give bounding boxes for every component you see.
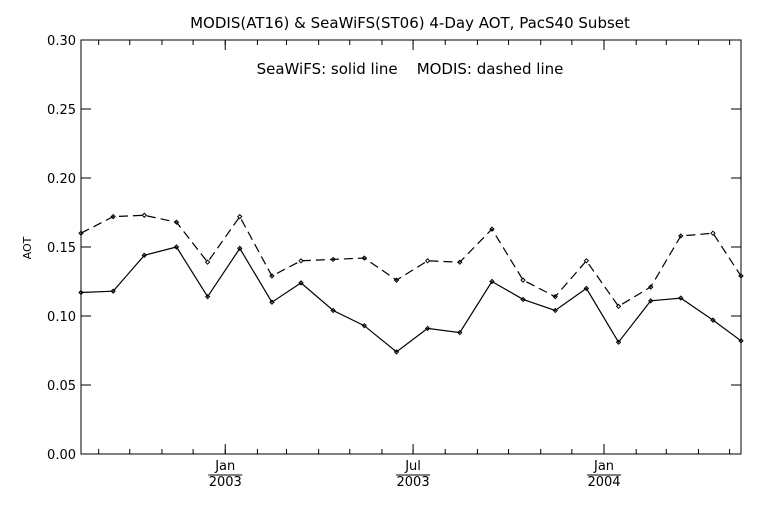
- seawifs-data-point: [615, 339, 622, 345]
- legend-annotation: SeaWiFS: solid line MODIS: dashed line: [257, 60, 564, 78]
- modis-data-point: [330, 256, 336, 263]
- seawifs-data-point: [298, 280, 304, 286]
- modis-data-point: [738, 273, 744, 279]
- y-tick-label: 0.10: [47, 310, 76, 325]
- y-tick-label: 0.20: [47, 172, 76, 187]
- modis-data-point: [173, 219, 180, 225]
- modis-data-point: [361, 255, 368, 261]
- y-tick-label: 0.30: [47, 34, 76, 49]
- modis-data-point: [204, 259, 211, 265]
- modis-data-point: [269, 273, 275, 279]
- x-tick-label-year: 2003: [209, 475, 242, 490]
- seawifs-data-point: [393, 349, 400, 355]
- modis-data-point: [583, 258, 590, 264]
- y-tick-label: 0.25: [47, 103, 76, 118]
- seawifs-data-point: [552, 307, 558, 314]
- chart-title: MODIS(AT16) & SeaWiFS(ST06) 4-Day AOT, P…: [190, 14, 630, 32]
- y-axis-label: AOT: [21, 236, 34, 259]
- seawifs-data-point: [489, 278, 495, 285]
- seawifs-data-point: [457, 329, 463, 336]
- plot-frame: [80, 39, 742, 455]
- seawifs-data-point: [173, 244, 180, 250]
- modis-data-point: [393, 277, 400, 283]
- y-tick-label: 0.15: [47, 241, 76, 256]
- seawifs-data-point: [269, 299, 275, 305]
- x-tick-label-month: Jan: [593, 459, 614, 474]
- seawifs-data-point: [330, 307, 336, 314]
- x-tick-label-year: 2003: [397, 475, 430, 490]
- modis-data-point: [520, 277, 526, 283]
- modis-data-point: [424, 258, 431, 264]
- modis-data-point: [457, 259, 463, 265]
- modis-data-point: [489, 226, 495, 232]
- modis-series-line: [80, 214, 742, 308]
- seawifs-data-point: [141, 252, 148, 258]
- x-tick-label-month: Jan: [214, 459, 235, 474]
- modis-data-point: [678, 233, 684, 239]
- seawifs-data-point: [678, 295, 684, 301]
- seawifs-data-point: [648, 298, 654, 304]
- x-tick-label-year: 2004: [587, 475, 620, 490]
- seawifs-data-point: [237, 245, 243, 252]
- modis-data-point: [710, 230, 716, 236]
- modis-data-point: [552, 293, 558, 300]
- seawifs-data-point: [583, 285, 590, 292]
- modis-data-point: [110, 213, 116, 220]
- seawifs-data-point: [520, 296, 526, 303]
- seawifs-data-point: [361, 322, 368, 329]
- modis-data-point: [141, 212, 148, 218]
- modis-data-point: [615, 303, 622, 310]
- seawifs-data-point: [424, 325, 431, 332]
- y-tick-label: 0.05: [47, 379, 76, 394]
- seawifs-data-point: [738, 338, 744, 344]
- modis-data-point: [78, 230, 84, 236]
- seawifs-data-point: [204, 293, 211, 300]
- y-tick-label: 0.00: [47, 448, 76, 463]
- seawifs-series-line: [80, 246, 742, 353]
- seawifs-data-point: [78, 289, 84, 296]
- modis-data-point: [298, 258, 304, 264]
- x-tick-label-month: Jul: [404, 459, 421, 474]
- seawifs-data-point: [110, 288, 116, 294]
- modis-data-point: [237, 213, 243, 220]
- modis-data-point: [648, 284, 654, 290]
- seawifs-data-point: [710, 317, 716, 323]
